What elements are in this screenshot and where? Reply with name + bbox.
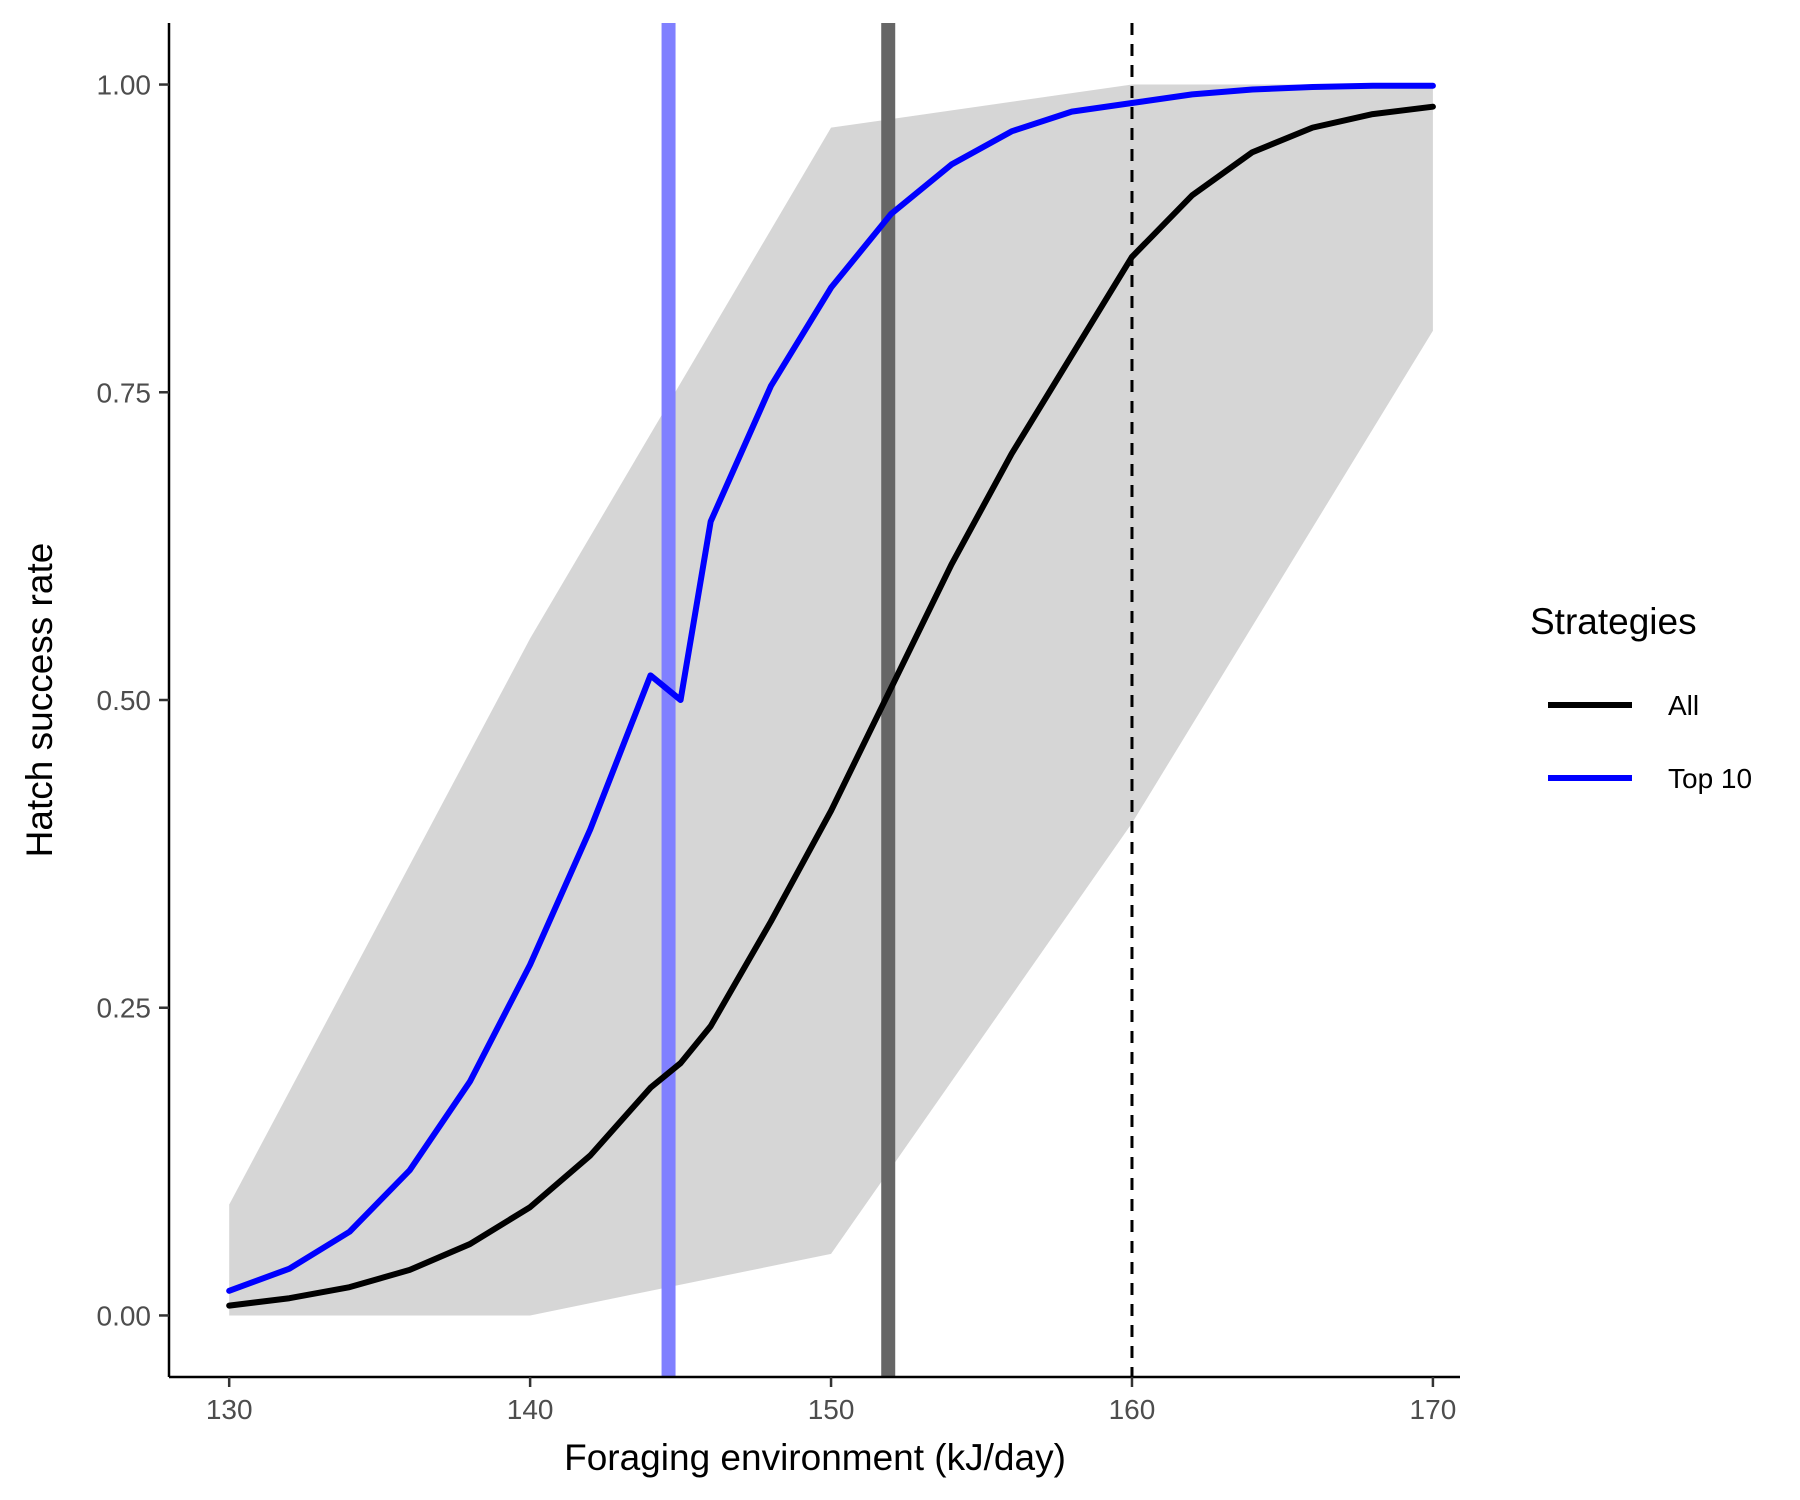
- y-ticks: 0.00 0.25 0.50 0.75 1.00: [97, 70, 169, 1331]
- background-band: [229, 84, 1433, 1316]
- x-tick-label: 140: [507, 1394, 554, 1425]
- legend-label: All: [1668, 690, 1699, 721]
- x-axis-title: Foraging environment (kJ/day): [564, 1437, 1066, 1478]
- legend-title: Strategies: [1530, 601, 1697, 642]
- y-tick-label: 0.00: [97, 1300, 152, 1331]
- y-tick-label: 1.00: [97, 70, 152, 101]
- x-tick-label: 150: [808, 1394, 855, 1425]
- x-ticks: 130 140 150 160 170: [206, 1377, 1456, 1425]
- legend-label: Top 10: [1668, 763, 1752, 794]
- series-layer: [226, 82, 1436, 1309]
- series-line-top-10: [226, 82, 1436, 1294]
- x-tick-label: 170: [1410, 1394, 1457, 1425]
- background-band-layer: [229, 84, 1433, 1316]
- legend: Strategies All Top 10: [1530, 601, 1752, 794]
- y-tick-label: 0.25: [97, 993, 152, 1024]
- y-tick-label: 0.50: [97, 685, 152, 716]
- legend-entries: All Top 10: [1548, 690, 1752, 794]
- x-tick-label: 160: [1109, 1394, 1156, 1425]
- x-tick-label: 130: [206, 1394, 253, 1425]
- y-tick-label: 0.75: [97, 377, 152, 408]
- series-line-all: [226, 103, 1436, 1309]
- y-axis-title: Hatch success rate: [19, 543, 60, 858]
